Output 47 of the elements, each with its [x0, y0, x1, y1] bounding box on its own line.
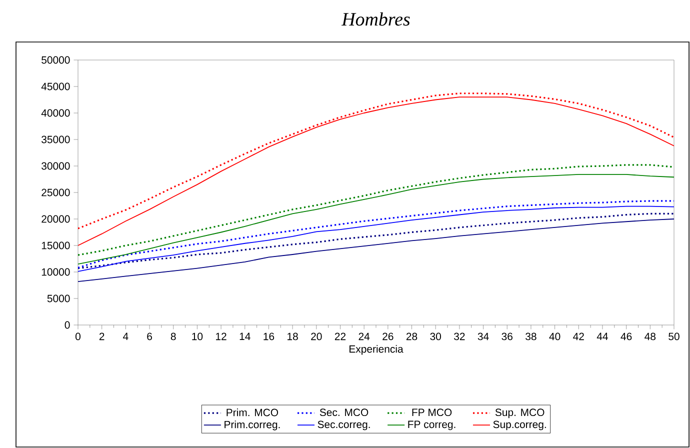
x-tick-label: 8 [170, 332, 176, 340]
x-tick-label: 24 [358, 332, 370, 340]
x-tick-label: 18 [288, 332, 298, 340]
legend-label: Sec.correg. [318, 420, 370, 430]
y-tick-label: 50000 [42, 56, 70, 64]
y-tick-label: 20000 [42, 215, 70, 223]
y-tick-label: 40000 [41, 109, 70, 117]
y-tick-label: 45000 [41, 82, 70, 90]
chart-title: Hombres [341, 12, 410, 26]
x-tick-label: 32 [454, 332, 465, 340]
x-tick-label: 44 [596, 332, 608, 340]
x-tick-label: 20 [311, 332, 322, 340]
x-tick-label: 0 [75, 332, 80, 340]
x-tick-label: 2 [99, 332, 104, 340]
y-tick-label: 5000 [47, 294, 70, 302]
x-tick-label: 38 [526, 332, 536, 340]
legend-label: FP correg. [408, 420, 456, 430]
y-tick-label: 10000 [42, 268, 70, 276]
x-tick-label: 36 [502, 332, 512, 340]
y-tick-label: 25000 [42, 188, 70, 196]
x-tick-label: 42 [573, 332, 584, 340]
x-tick-label: 14 [240, 332, 250, 340]
legend-label: Prim.correg. [224, 420, 280, 430]
x-tick-label: 26 [382, 332, 394, 340]
legend-label: FP MCO [412, 408, 452, 416]
x-tick-label: 4 [123, 332, 128, 340]
legend-label: Sup.correg. [493, 420, 546, 430]
legend-label: Prim. MCO [226, 408, 278, 416]
x-axis-title: Experiencia [350, 345, 404, 355]
x-tick-label: 10 [192, 332, 203, 340]
x-tick-label: 48 [644, 332, 656, 340]
y-tick-label: 35000 [42, 136, 70, 144]
x-tick-label: 6 [147, 332, 152, 340]
y-tick-label: 30000 [42, 162, 70, 170]
x-tick-label: 22 [334, 332, 346, 340]
x-tick-label: 40 [549, 332, 560, 340]
x-tick-label: 30 [430, 332, 442, 340]
x-tick-label: 50 [668, 332, 680, 340]
x-tick-label: 12 [216, 332, 226, 340]
x-tick-label: 34 [478, 332, 489, 340]
x-tick-label: 46 [620, 332, 632, 340]
legend-label: Sup. MCO [495, 408, 544, 418]
x-tick-label: 28 [406, 332, 418, 340]
y-tick-label: 0 [64, 321, 70, 329]
x-tick-label: 16 [264, 332, 274, 340]
legend-label: Sec. MCO [320, 408, 368, 416]
y-tick-label: 15000 [42, 242, 70, 250]
